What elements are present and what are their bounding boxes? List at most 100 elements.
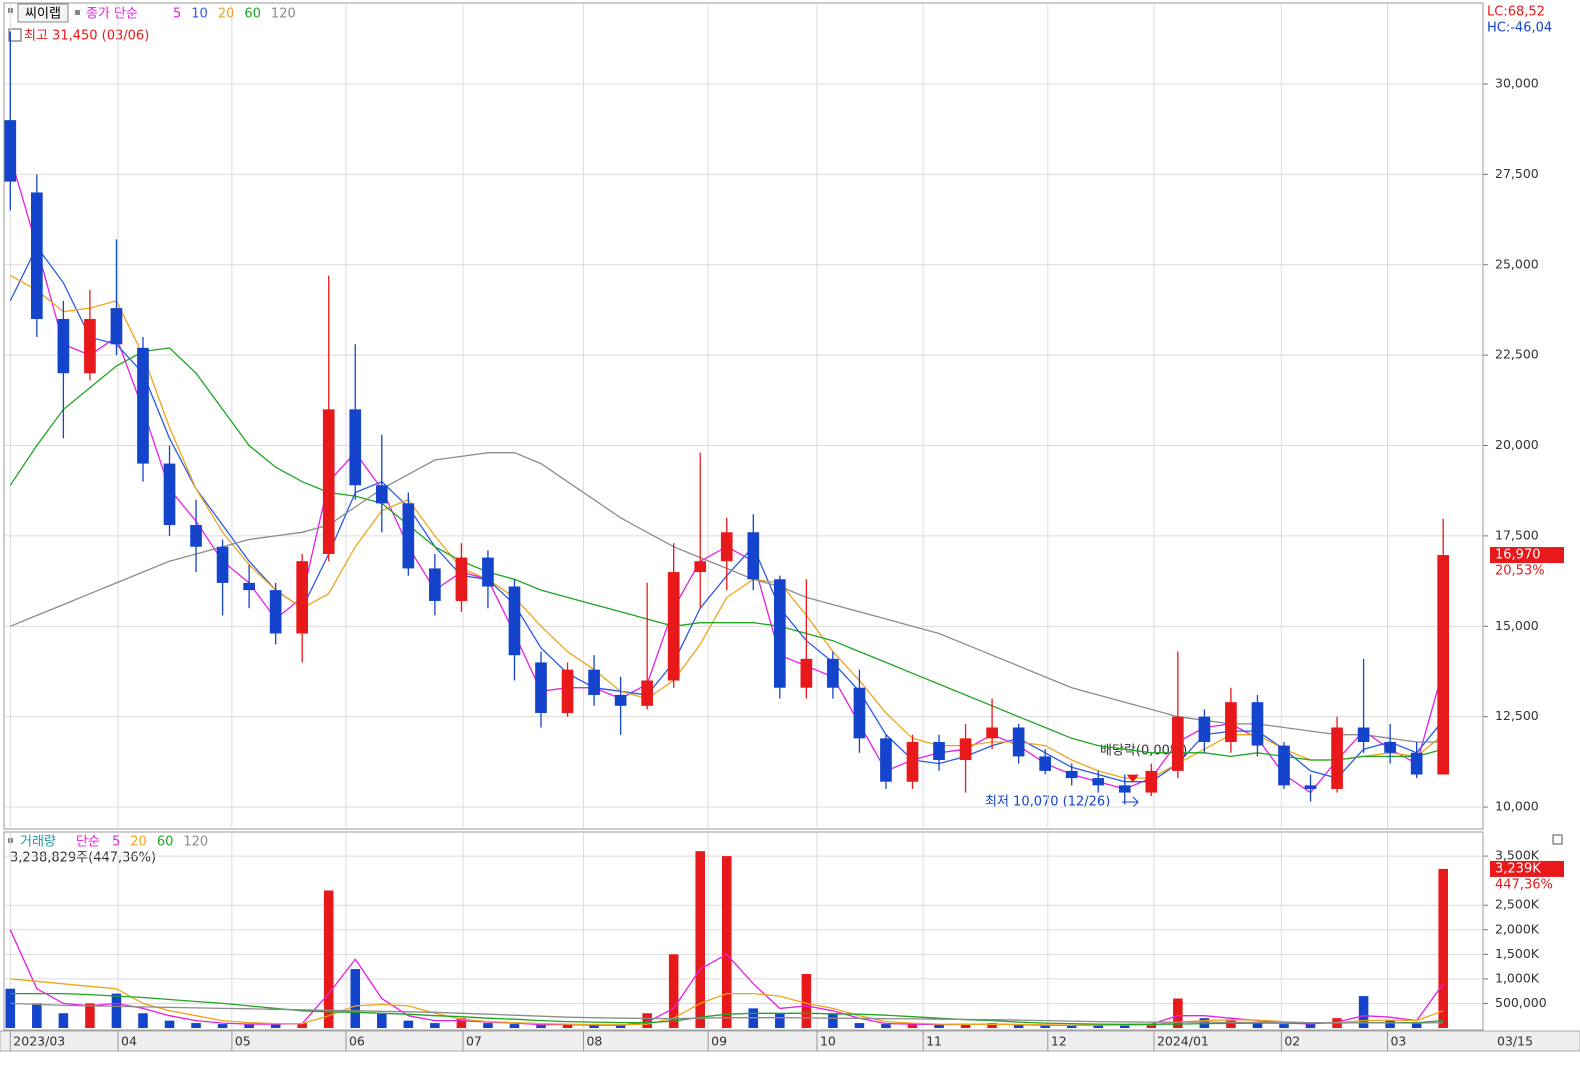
volume-bar — [801, 973, 812, 1028]
volume-bar — [1279, 1024, 1289, 1028]
legend-entry: 60 — [157, 835, 174, 850]
x-tick-label: 06 — [349, 1034, 365, 1049]
volume-bar — [960, 1024, 971, 1028]
price-frame — [3, 2, 1484, 830]
candle-body — [349, 409, 362, 486]
candle-body — [906, 741, 919, 782]
volume-bar — [270, 1024, 281, 1028]
volume-title: 거래량 — [20, 835, 56, 850]
dividend-marker — [1126, 774, 1139, 783]
legend-entry: 20 — [218, 7, 235, 22]
candle-body — [4, 120, 17, 182]
x-tick-label: 02 — [1284, 1034, 1300, 1049]
y-tick-label: 500,000 — [1495, 995, 1547, 1010]
candle-body — [1410, 752, 1423, 775]
x-tick-label: 09 — [711, 1034, 727, 1049]
volume-average-line — [10, 978, 1444, 1026]
y-tick-label: 15,000 — [1495, 618, 1539, 633]
y-tick-label: 2,000K — [1495, 921, 1540, 936]
y-tick-label: 3,500K — [1495, 848, 1540, 863]
x-tick-label: 07 — [466, 1034, 482, 1049]
candle-body — [1012, 727, 1025, 757]
candle-body — [1172, 716, 1184, 771]
x-tick-label: 10 — [820, 1034, 836, 1049]
y-tick-label: 12,500 — [1495, 708, 1539, 723]
volume-bar — [244, 1024, 254, 1028]
volume-average-line — [10, 992, 1444, 1025]
volume-bar — [934, 1025, 944, 1028]
candle-body — [1384, 741, 1396, 753]
last-price-label: 16,970 — [1495, 548, 1541, 563]
volume-average-line — [9, 929, 1444, 1026]
last-volume-box — [1490, 860, 1564, 877]
volume-bar — [111, 993, 122, 1028]
candle-body — [986, 727, 998, 739]
candle-body — [137, 347, 149, 464]
volume-bar — [191, 1023, 201, 1028]
x-tick-label: 08 — [586, 1034, 602, 1049]
legend-entry: 120 — [271, 7, 296, 22]
y-tick-label: 20,000 — [1495, 437, 1539, 452]
volume-bar — [1120, 1024, 1130, 1028]
candle-body — [561, 669, 574, 714]
last-volume-label: 3,239K — [1495, 861, 1541, 876]
dividend-label: 배당락(0,00%) — [1100, 744, 1187, 759]
volume-average-line — [10, 1002, 1444, 1024]
candle-body — [1251, 702, 1264, 746]
legend-icon — [75, 10, 80, 15]
candle-body — [402, 503, 415, 569]
candle-body — [1278, 745, 1290, 786]
y-tick-label: 30,000 — [1495, 75, 1539, 90]
candle-body — [880, 738, 892, 782]
candle-body — [190, 525, 202, 547]
volume-bar — [775, 1013, 785, 1028]
close-button[interactable] — [1552, 834, 1563, 845]
volume-bar — [668, 954, 679, 1028]
x-tick-label: 12 — [1051, 1034, 1067, 1049]
stock-name[interactable]: 씨이랩 — [25, 7, 61, 22]
x-tick-label: 03 — [1390, 1034, 1406, 1049]
candle-body — [508, 586, 521, 656]
volume-bar — [854, 1023, 865, 1028]
volume-bar — [907, 1024, 918, 1028]
candle-body — [1198, 716, 1211, 742]
volume-bar — [987, 1023, 997, 1028]
volume-bar — [58, 1013, 69, 1028]
volume-bar — [1411, 1023, 1422, 1028]
candle-body — [827, 658, 839, 688]
volume-bar — [217, 1024, 228, 1028]
lc-label: LC:68,52 — [1487, 5, 1545, 20]
volume-bar — [377, 1013, 387, 1028]
candle-body — [429, 568, 441, 601]
volume-bar — [721, 856, 732, 1028]
volume-bar — [1173, 998, 1183, 1028]
candle-body — [1039, 756, 1052, 771]
legend-entry: 120 — [183, 835, 208, 850]
legend-label: 종가 단순 — [86, 7, 138, 22]
volume-bar — [1093, 1025, 1104, 1028]
candle-body — [535, 662, 547, 714]
volume-bar — [828, 1013, 838, 1028]
volume-bar — [562, 1024, 573, 1028]
candle-body — [800, 658, 813, 688]
volume-bar — [5, 988, 16, 1028]
candle-body — [163, 463, 176, 526]
stock-name-box[interactable] — [17, 3, 69, 23]
volume-summary: 3,238,829주(447,36%) — [10, 851, 156, 866]
x-tick-label: 04 — [121, 1034, 137, 1049]
volume-bar — [350, 969, 361, 1028]
last-change-label: 20,53% — [1495, 564, 1545, 579]
candle-body — [216, 546, 229, 583]
candle-body — [31, 192, 43, 319]
y-tick-label: 1,000K — [1495, 970, 1540, 985]
candle-body — [959, 738, 972, 761]
volume-bar — [456, 1018, 467, 1028]
last-ratio-label: 447,36% — [1495, 877, 1553, 892]
candle-body — [455, 557, 468, 601]
table-icon[interactable] — [8, 28, 22, 42]
plot-layer: 2023/03 04 05 06 07 08 09 10 11 12 2024/01 02 03 10,0… — [4, 4, 1547, 1051]
candle-body — [1145, 770, 1158, 793]
legend-entry: 20 — [130, 835, 147, 850]
